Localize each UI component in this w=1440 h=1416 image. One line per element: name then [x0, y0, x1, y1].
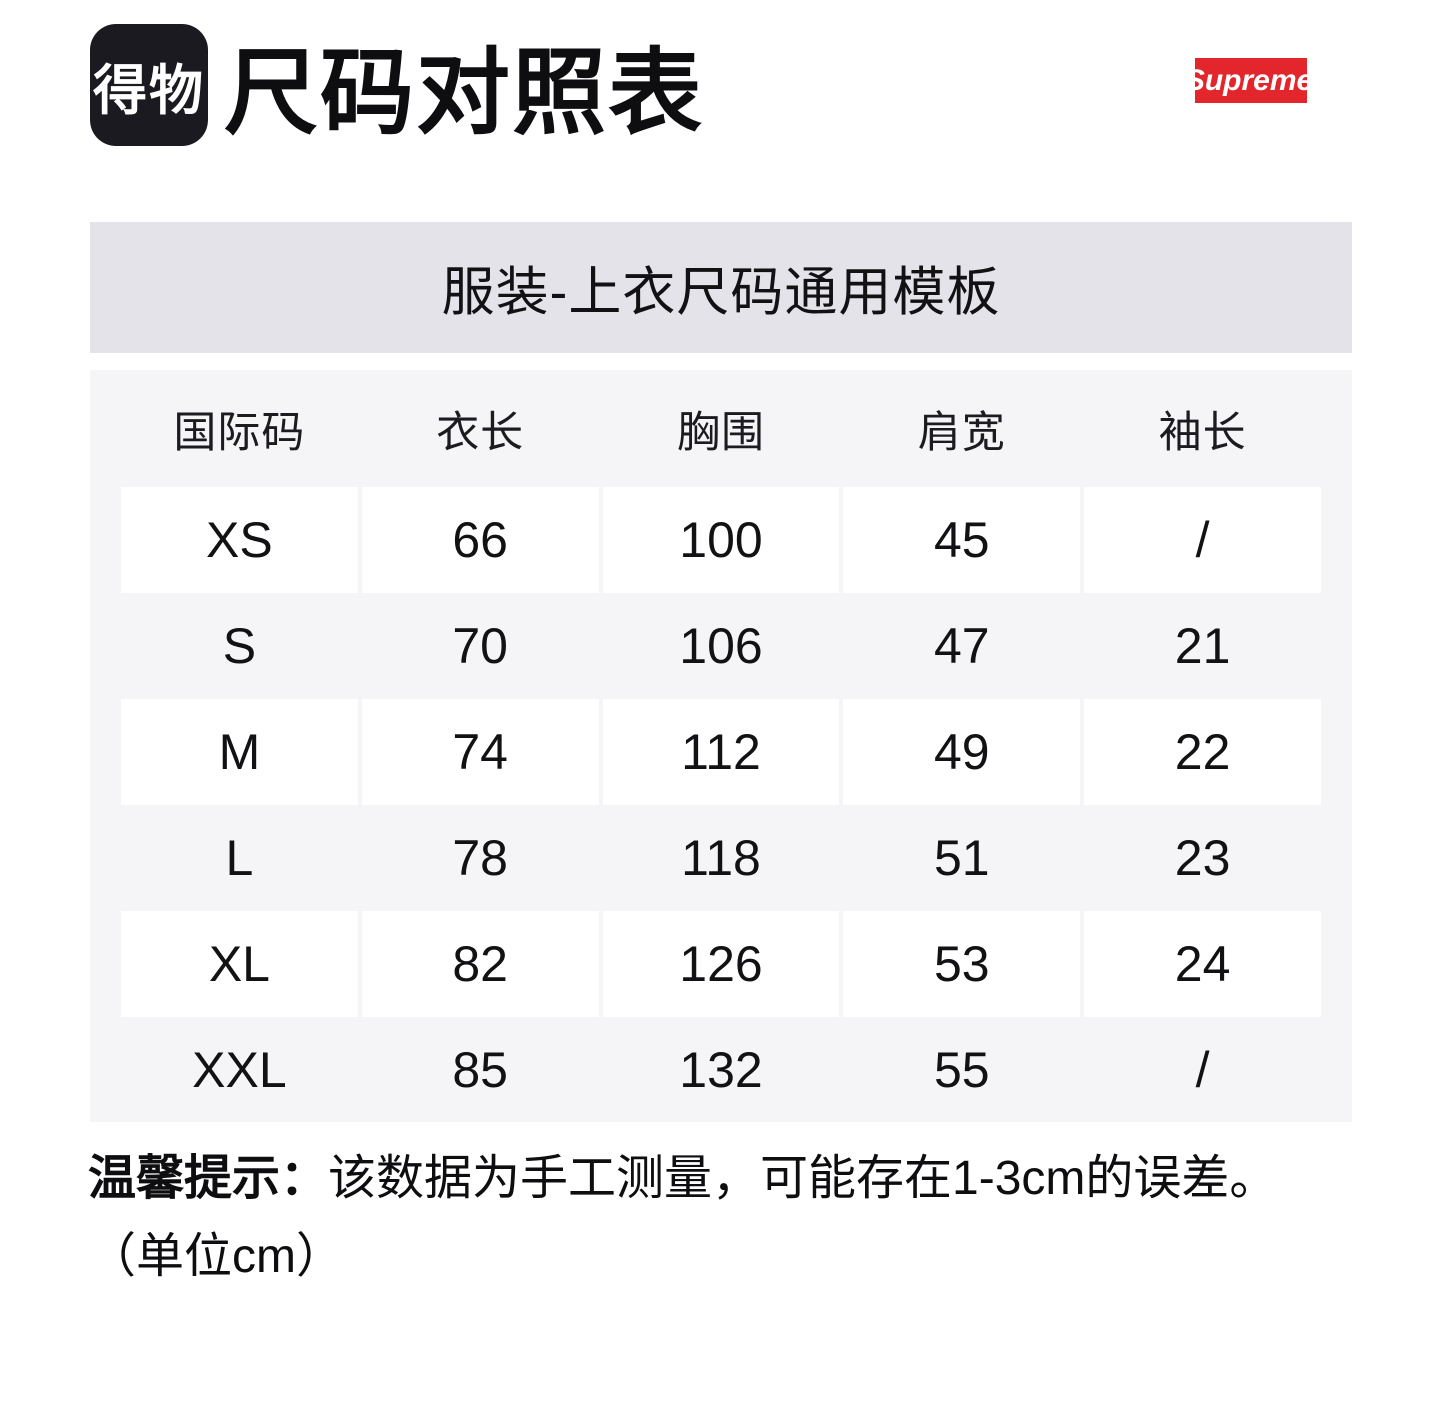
shoulder-cell: 51: [933, 830, 990, 886]
length-cell: 66: [361, 487, 599, 593]
column-header-garment-length: 衣长: [436, 408, 525, 457]
template-header-bar: 服装-上衣尺码通用模板: [90, 222, 1352, 353]
table-row-m: M 74 112 49 22: [121, 699, 1321, 805]
chest-cell: 106: [679, 618, 763, 674]
dewu-logo-text: 得物: [93, 60, 205, 121]
dewu-logo: 得物: [90, 24, 208, 146]
chest-cell: 118: [681, 830, 761, 886]
table-row-xl: XL 82 126 53 24: [121, 911, 1321, 1017]
shoulder-cell: 47: [933, 618, 990, 674]
sleeve-cell: 24: [1084, 911, 1321, 1017]
size-cell: L: [225, 830, 254, 886]
column-header-shoulder: 肩宽: [917, 408, 1006, 457]
table-row-xxl: XXL 85 132 55 /: [121, 1017, 1321, 1123]
table-header-row: 国际码 衣长 胸围 肩宽 袖长: [121, 370, 1321, 487]
sleeve-cell: 22: [1084, 699, 1321, 805]
length-cell: 78: [452, 830, 508, 886]
length-cell: 70: [452, 618, 508, 674]
table-row-xs: XS 66 100 45 /: [121, 487, 1321, 593]
template-header-label: 服装-上衣尺码通用模板: [441, 262, 1001, 322]
shoulder-cell: 45: [843, 487, 1081, 593]
size-cell: S: [222, 618, 257, 674]
shoulder-cell: 49: [843, 699, 1081, 805]
page-title: 尺码对照表: [224, 40, 705, 145]
sleeve-cell: 21: [1174, 618, 1231, 674]
column-header-sleeve: 袖长: [1158, 408, 1247, 457]
table-row-s: S 70 106 47 21: [121, 593, 1321, 699]
supreme-brand-badge: Supreme: [1185, 58, 1313, 103]
chest-cell: 100: [602, 487, 840, 593]
length-cell: 85: [452, 1042, 508, 1098]
size-table: 国际码 衣长 胸围 肩宽 袖长 XS 66 100 45 / S 70 106 …: [90, 370, 1352, 1122]
column-header-intl-size: 国际码: [173, 408, 306, 457]
measurement-note: 温馨提示：该数据为手工测量，可能存在1-3cm的误差。 （单位cm）: [88, 1147, 1378, 1289]
supreme-brand-label: Supreme: [1184, 63, 1314, 97]
shoulder-cell: 53: [843, 911, 1081, 1017]
size-cell: XL: [121, 911, 358, 1017]
length-cell: 82: [361, 911, 599, 1017]
note-text: 该数据为手工测量，可能存在1-3cm的误差。: [328, 1152, 1278, 1205]
note-unit-line: （单位cm）: [88, 1230, 344, 1283]
size-cell: XXL: [192, 1042, 287, 1098]
sleeve-cell: /: [1084, 487, 1321, 593]
size-cell: M: [121, 699, 358, 805]
note-label: 温馨提示：: [88, 1152, 329, 1205]
length-cell: 74: [361, 699, 599, 805]
chest-cell: 112: [602, 699, 840, 805]
size-cell: XS: [121, 487, 358, 593]
sleeve-cell: /: [1195, 1042, 1210, 1098]
sleeve-cell: 23: [1174, 830, 1231, 886]
shoulder-cell: 55: [933, 1042, 990, 1098]
table-row-l: L 78 118 51 23: [121, 805, 1321, 911]
chest-cell: 132: [679, 1042, 763, 1098]
chest-cell: 126: [602, 911, 840, 1017]
column-header-chest: 胸围: [676, 408, 765, 457]
